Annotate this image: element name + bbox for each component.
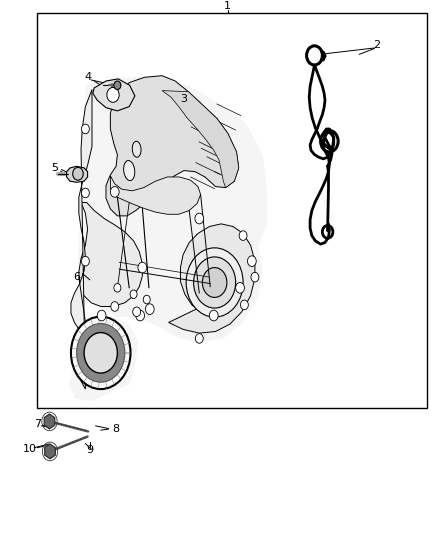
- Polygon shape: [106, 76, 239, 216]
- Ellipse shape: [132, 141, 141, 157]
- Text: 7: 7: [34, 419, 41, 429]
- Text: 2: 2: [373, 41, 380, 50]
- Circle shape: [84, 333, 117, 373]
- Circle shape: [209, 310, 218, 321]
- Circle shape: [194, 257, 236, 308]
- Polygon shape: [110, 176, 201, 214]
- Circle shape: [307, 46, 322, 65]
- Polygon shape: [93, 79, 135, 111]
- Circle shape: [195, 334, 203, 343]
- Text: 8: 8: [113, 424, 120, 434]
- Circle shape: [321, 131, 338, 152]
- Circle shape: [145, 304, 154, 314]
- Circle shape: [138, 262, 147, 273]
- Circle shape: [195, 213, 204, 224]
- Circle shape: [71, 317, 131, 389]
- Circle shape: [77, 324, 125, 382]
- Text: 4: 4: [84, 72, 91, 82]
- Circle shape: [114, 284, 121, 292]
- Circle shape: [239, 231, 247, 240]
- Circle shape: [236, 282, 244, 293]
- Circle shape: [73, 167, 83, 180]
- Circle shape: [97, 310, 106, 321]
- Bar: [37, 13, 427, 408]
- Circle shape: [81, 256, 89, 266]
- Circle shape: [186, 248, 243, 317]
- Circle shape: [240, 300, 248, 310]
- Circle shape: [111, 302, 119, 311]
- Circle shape: [247, 256, 256, 266]
- Polygon shape: [71, 90, 92, 389]
- Polygon shape: [169, 224, 255, 333]
- Circle shape: [81, 188, 89, 198]
- Text: 10: 10: [23, 444, 37, 454]
- Polygon shape: [162, 91, 239, 188]
- Circle shape: [107, 87, 119, 102]
- Circle shape: [322, 225, 333, 238]
- Polygon shape: [67, 166, 88, 182]
- Polygon shape: [44, 414, 55, 429]
- Text: 9: 9: [86, 446, 93, 455]
- Circle shape: [143, 295, 150, 304]
- Circle shape: [133, 307, 141, 317]
- Ellipse shape: [124, 160, 135, 181]
- Circle shape: [136, 310, 145, 321]
- Text: 6: 6: [73, 272, 80, 282]
- Polygon shape: [45, 444, 55, 459]
- Circle shape: [114, 81, 121, 90]
- Circle shape: [81, 124, 89, 134]
- Circle shape: [130, 290, 137, 298]
- Text: 5: 5: [51, 163, 58, 173]
- Text: 3: 3: [180, 94, 187, 103]
- Circle shape: [251, 272, 259, 282]
- Polygon shape: [69, 77, 267, 401]
- Circle shape: [110, 187, 119, 197]
- Circle shape: [202, 268, 227, 297]
- Polygon shape: [79, 203, 142, 306]
- Text: 1: 1: [224, 2, 231, 11]
